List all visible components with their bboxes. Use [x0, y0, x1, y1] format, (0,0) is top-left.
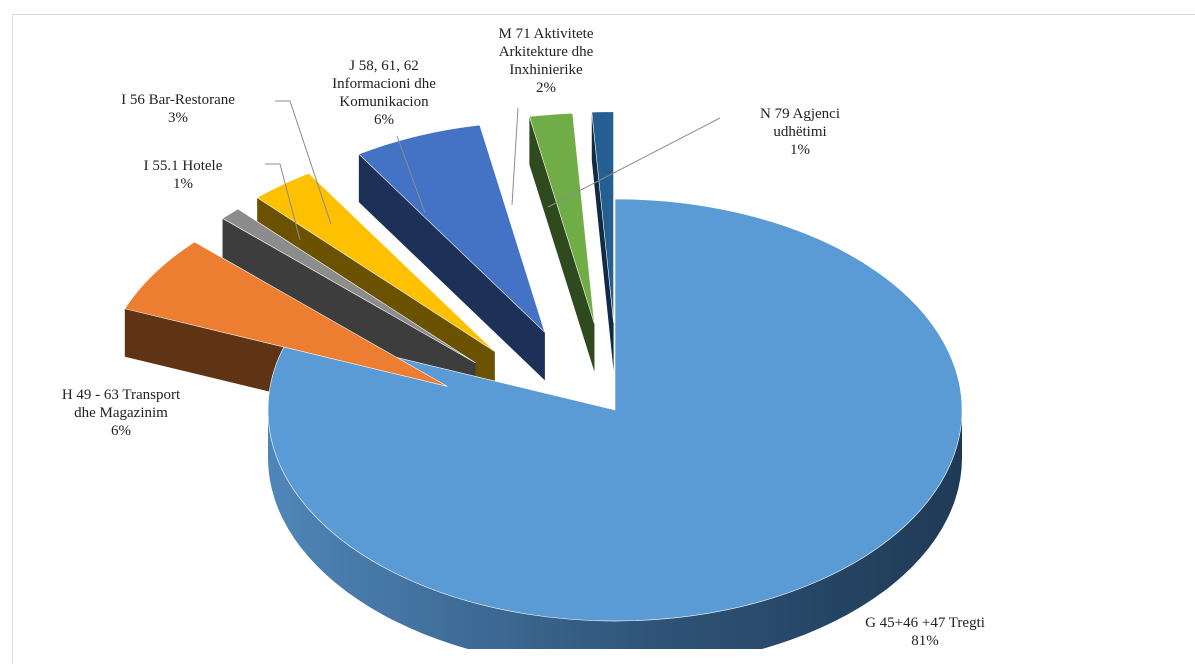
slice-side-arkitekture-start	[529, 116, 595, 372]
leader-line-informacioni	[396, 135, 426, 214]
slice-side-informacioni-start	[358, 154, 545, 381]
slice-tregti	[267, 198, 963, 622]
slice-transport	[124, 241, 448, 387]
data-label-hotele: I 55.1 Hotele 1%	[144, 158, 223, 192]
slice-informacioni	[358, 124, 546, 333]
slice-agjenci	[591, 111, 614, 323]
leader-line-arkitekture	[511, 107, 519, 206]
slice-side-agjenci-start	[591, 112, 614, 371]
data-label-bar-restorane: I 56 Bar-Restorane 3%	[121, 92, 235, 126]
leader-line-agjenci	[547, 117, 721, 208]
data-label-arkitekture: M 71 Aktivitete Arkitekture dhe Inxhinieri…	[499, 26, 594, 96]
slice-arkitekture	[528, 112, 595, 324]
leader-line-bar-restorane	[275, 100, 332, 225]
data-label-tregti: G 45+46 +47 Tregti 81%	[865, 615, 985, 649]
data-label-transport: H 49 - 63 Transport dhe Magazinim 6%	[62, 387, 181, 439]
leader-line-hotele	[265, 163, 301, 241]
data-label-informacioni: J 58, 61, 62 Informacioni dhe Komunikacion…	[332, 58, 436, 128]
pie-chart: G 45+46 +47 Tregti 81% H 49 - 63 Transport…	[62, 26, 985, 649]
slice-bar-restorane	[256, 172, 495, 352]
chart-area	[12, 14, 1195, 664]
data-label-agjenci: N 79 Agjenci udhëtimi 1%	[760, 106, 840, 158]
slice-hotele	[221, 208, 476, 364]
